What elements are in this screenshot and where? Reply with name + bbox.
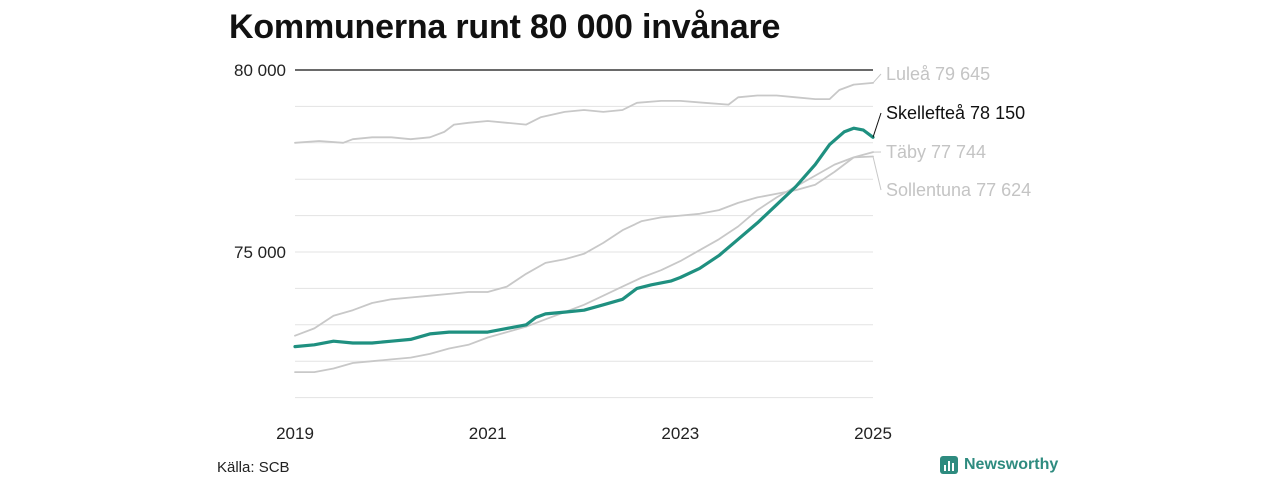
y-tick-label: 80 000 (234, 61, 286, 80)
series-label-täby: Täby 77 744 (886, 142, 986, 162)
x-tick-label: 2021 (469, 424, 507, 443)
brand-logo: Newsworthy (940, 456, 1058, 474)
leader-line (872, 73, 882, 84)
brand-name: Newsworthy (964, 456, 1059, 473)
chart-title: Kommunerna runt 80 000 invånare (229, 8, 781, 46)
series-line-täby (294, 151, 874, 337)
series-label-sollentuna: Sollentuna 77 624 (886, 180, 1031, 200)
leader-line (872, 112, 882, 138)
y-axis-ticks: 75 000 80 000 (234, 61, 286, 262)
newsworthy-icon (940, 456, 958, 474)
series-lines (293, 82, 875, 373)
series-labels: Luleå 79 645 Skellefteå 78 150 Täby 77 744… (872, 64, 1031, 200)
x-tick-label: 2023 (661, 424, 699, 443)
source-note: Källa: SCB (217, 459, 290, 476)
series-line-sollentuna (294, 155, 874, 373)
grid-lines (295, 69, 873, 399)
leader-line (872, 156, 882, 191)
series-line-skellefteå (293, 126, 875, 349)
x-tick-label: 2025 (854, 424, 892, 443)
series-label-luleå: Luleå 79 645 (886, 64, 990, 84)
series-label-skellefteå: Skellefteå 78 150 (886, 103, 1025, 123)
series-line-luleå (294, 82, 874, 144)
x-axis-ticks: 2019 2021 2023 2025 (276, 424, 892, 443)
x-tick-label: 2019 (276, 424, 314, 443)
y-tick-label: 75 000 (234, 243, 286, 262)
